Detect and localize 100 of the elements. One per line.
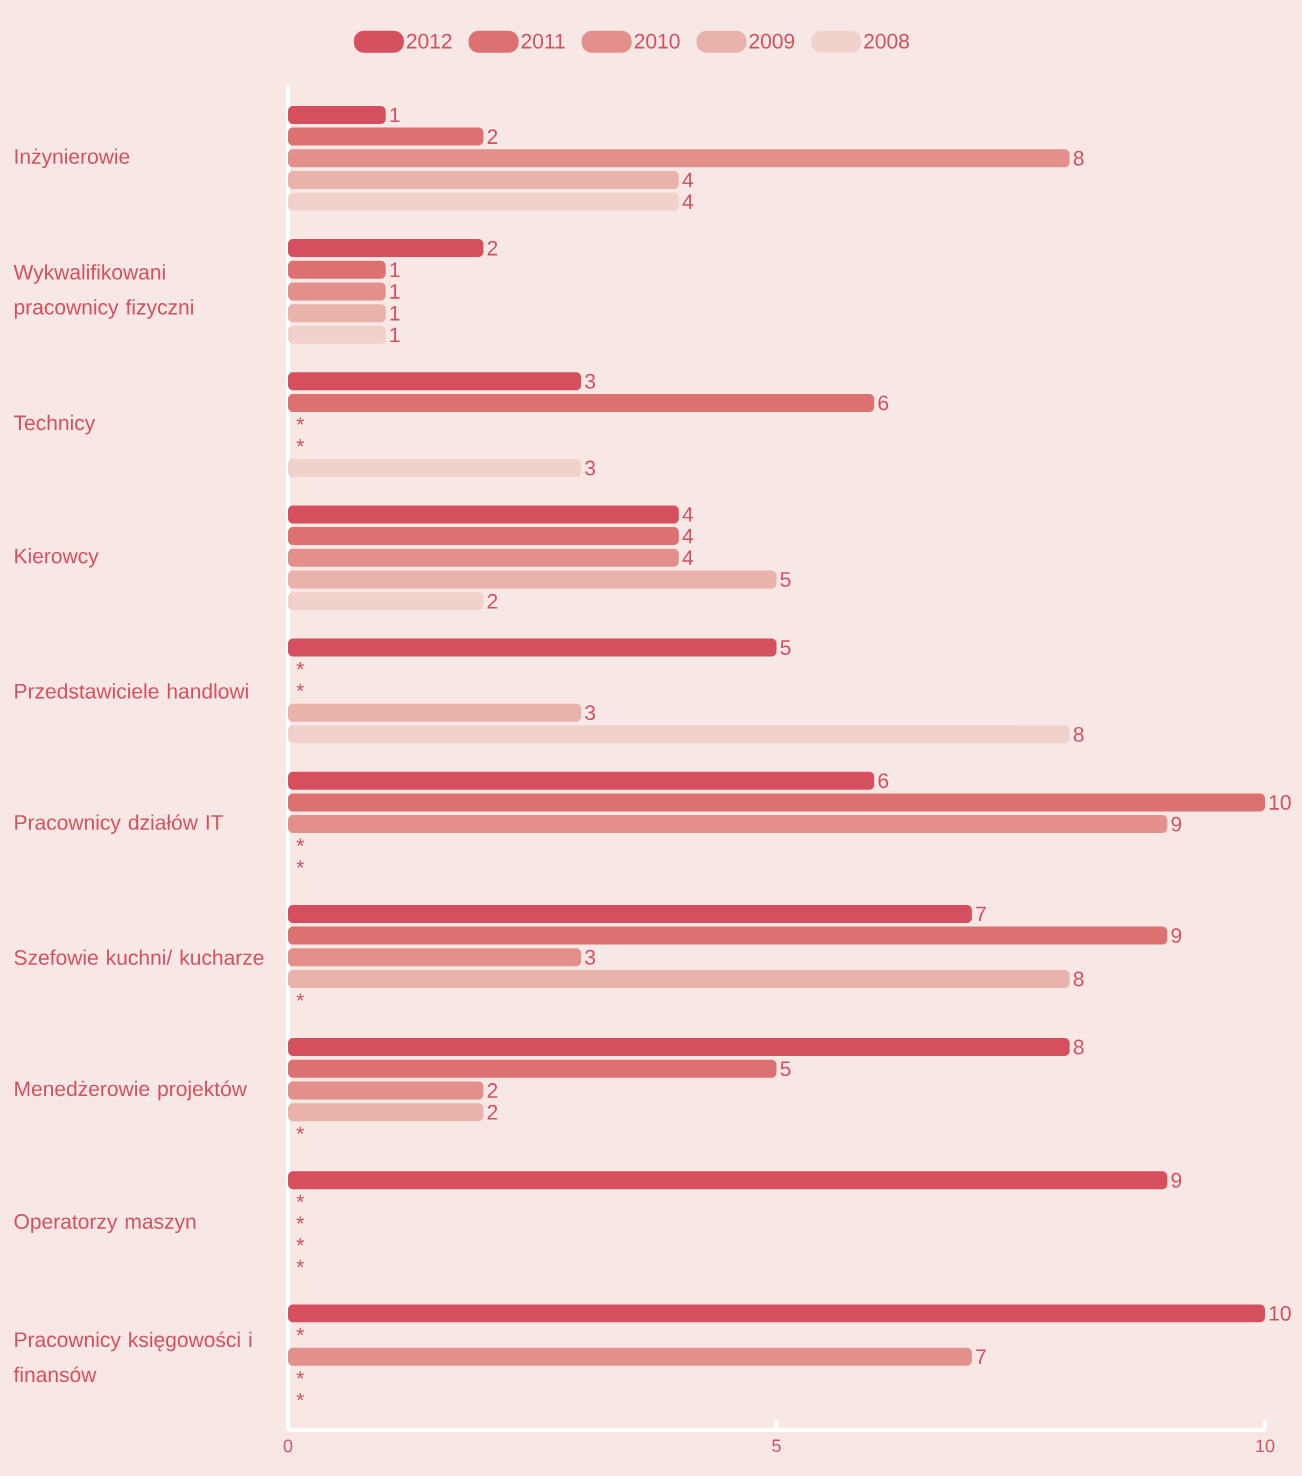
data-label: 2	[487, 593, 498, 609]
bar	[288, 725, 1070, 744]
y-tick-label: Przedstawiciele handlowi	[15, 683, 248, 699]
data-label: 3	[585, 949, 596, 965]
data-label: 1	[390, 107, 400, 123]
data-label: 5	[780, 572, 791, 587]
bar	[288, 592, 484, 611]
data-label: 8	[1073, 1039, 1084, 1055]
data-label: 4	[682, 194, 694, 209]
text: *	[296, 417, 305, 425]
bar	[288, 282, 386, 301]
data-label: 8	[1073, 726, 1084, 742]
x-tick-label: 5	[772, 1439, 781, 1453]
y-tick-label: Technicy	[14, 414, 96, 435]
data-label: 2	[487, 1083, 498, 1098]
y-tick-label: Pracownicy księgowości i finansów	[13, 1331, 252, 1383]
bar	[288, 1347, 972, 1366]
legend-label: 2011	[521, 33, 565, 49]
bar	[288, 771, 875, 790]
bar	[288, 192, 679, 211]
data-label: 10	[1269, 794, 1291, 810]
y-tick-label: Wykwalifikowani pracownicy fizyczni	[13, 264, 193, 319]
data-label: 4	[682, 550, 694, 566]
text: *	[296, 1194, 305, 1203]
data-label: 3	[585, 373, 596, 389]
legend-label: 2008	[864, 33, 909, 49]
bar	[288, 793, 1266, 812]
y-tick-label: Operatorzy maszyn	[14, 1214, 196, 1234]
data-label: 1	[390, 262, 400, 277]
text: *	[296, 860, 305, 868]
data-label: 4	[682, 172, 694, 188]
data-label: 1	[390, 284, 400, 299]
bar	[288, 570, 777, 589]
data-label: 4	[682, 528, 694, 544]
text: *	[296, 1371, 305, 1379]
legend-label: 2010	[634, 33, 680, 49]
data-label: 2	[487, 1104, 498, 1120]
text: *	[296, 683, 305, 692]
y-tick-label: Szefowie kuchni/ kucharze	[14, 949, 264, 965]
bar	[288, 969, 1070, 988]
bar	[288, 372, 582, 391]
data-label: 3	[585, 705, 596, 721]
bar	[288, 170, 679, 189]
data-label: 2	[487, 240, 498, 256]
bar	[288, 815, 1168, 834]
bar	[288, 325, 386, 344]
bar	[288, 459, 582, 478]
data-label: 4	[682, 507, 694, 522]
bar	[288, 1059, 777, 1078]
data-label: 6	[878, 395, 889, 411]
data-label: 6	[878, 773, 889, 789]
data-label: 8	[1073, 150, 1084, 166]
bar	[288, 260, 386, 279]
x-tick-label: 10	[1256, 1439, 1275, 1453]
bar	[288, 105, 386, 124]
text: *	[296, 1216, 305, 1224]
data-label: 10	[1269, 1305, 1291, 1321]
legend-label: 2012	[406, 33, 452, 49]
data-label: 7	[976, 906, 986, 922]
data-label: 5	[780, 640, 791, 655]
bar	[288, 548, 679, 567]
data-label: 1	[390, 305, 400, 321]
data-label: 9	[1171, 1172, 1182, 1188]
y-tick-label: Inżynierowie	[15, 148, 130, 169]
bar	[288, 1171, 1168, 1190]
bar	[288, 703, 582, 722]
bar	[288, 1081, 484, 1100]
data-label: 9	[1171, 816, 1182, 832]
text: *	[296, 1259, 305, 1268]
data-label: 5	[780, 1061, 791, 1077]
text: *	[296, 1238, 305, 1246]
bar	[288, 239, 484, 258]
data-label: 1	[390, 327, 400, 343]
bar	[288, 304, 386, 323]
data-label: 8	[1073, 971, 1084, 987]
data-label: 7	[976, 1349, 986, 1364]
bar	[288, 1304, 1266, 1323]
bar	[288, 948, 582, 967]
text: *	[296, 662, 305, 670]
x-tick-label: 0	[283, 1439, 293, 1453]
bar	[288, 926, 1168, 945]
y-tick-label: Kierowcy	[15, 548, 99, 568]
bar	[288, 1038, 1070, 1057]
bar	[288, 904, 972, 923]
text: *	[296, 993, 305, 1001]
y-tick-label: Menedżerowie projektów	[15, 1080, 247, 1101]
text: *	[296, 1126, 305, 1134]
data-label: 2	[487, 129, 498, 144]
text: *	[296, 1392, 305, 1401]
bar	[288, 638, 777, 657]
text: *	[296, 838, 305, 846]
data-label: 9	[1171, 928, 1182, 944]
data-label: 3	[585, 460, 596, 476]
bar	[288, 127, 484, 146]
y-tick-label: Pracownicy działów IT	[15, 814, 224, 835]
bar	[288, 527, 679, 546]
bar	[288, 505, 679, 524]
legend-label: 2009	[749, 33, 795, 49]
bar	[288, 1103, 484, 1122]
bar	[288, 393, 875, 412]
